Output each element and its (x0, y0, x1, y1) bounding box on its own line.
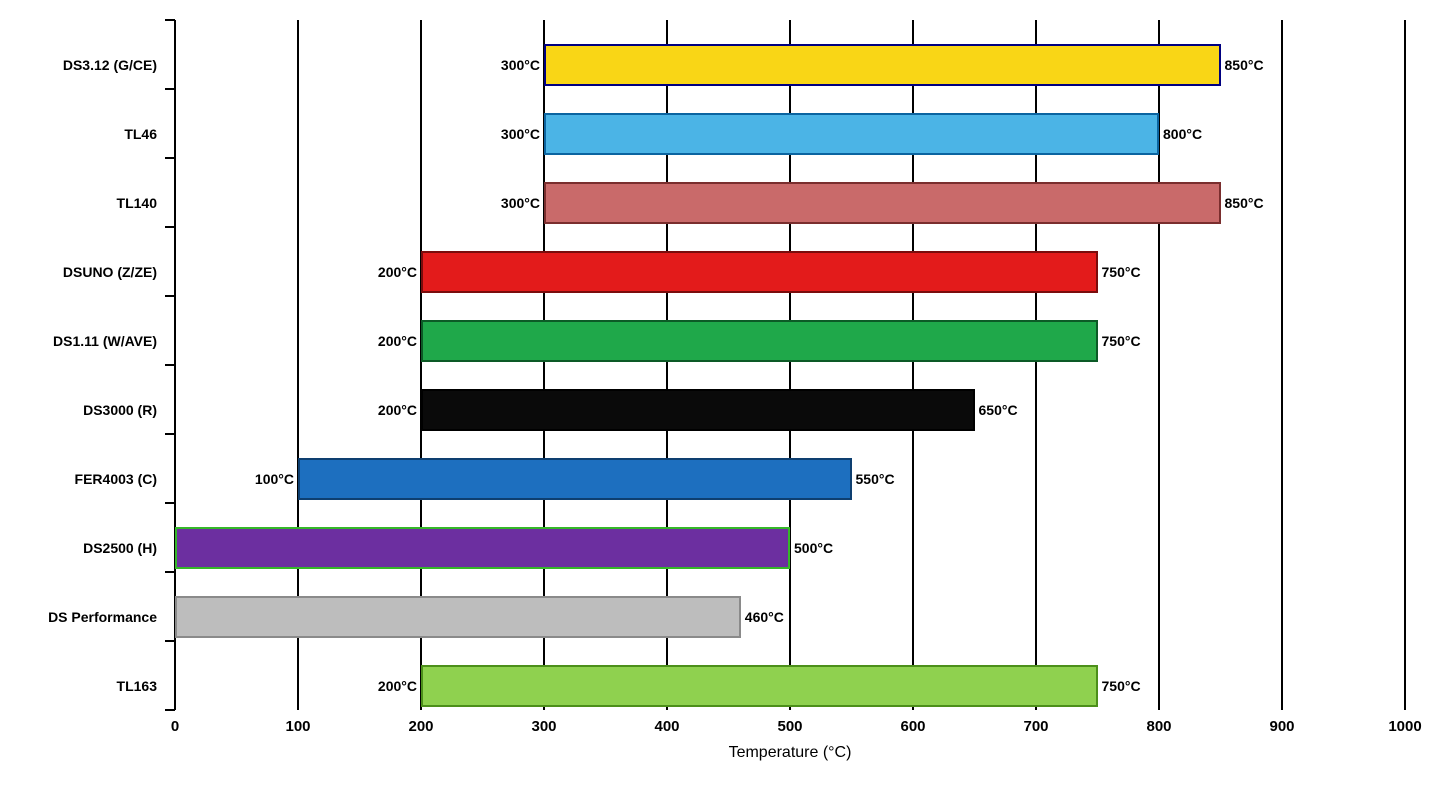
y-tick (165, 571, 175, 573)
bar-start-label: 300°C (501, 57, 540, 73)
bar-row: 300°C 800°C (175, 113, 1405, 155)
bar-end-label: 750°C (1102, 264, 1141, 280)
x-axis-title: Temperature (°C) (729, 744, 852, 762)
y-tick (165, 640, 175, 642)
range-bar: 200°C750°C (421, 251, 1098, 293)
x-tick-label: 100 (285, 718, 310, 735)
x-tick-label: 0 (171, 718, 179, 735)
x-tick-label: 800 (1146, 718, 1171, 735)
y-category-label: DS Performance (48, 609, 157, 625)
y-tick (165, 502, 175, 504)
range-bar: 300°C800°C (544, 113, 1159, 155)
y-tick (165, 226, 175, 228)
x-tick-label: 200 (408, 718, 433, 735)
bar-start-label: 200°C (378, 264, 417, 280)
bar-end-label: 850°C (1225, 195, 1264, 211)
y-tick (165, 709, 175, 711)
y-tick (165, 88, 175, 90)
bar-row: 200°C 750°C (175, 251, 1405, 293)
bar-end-label: 460°C (745, 609, 784, 625)
plot-area: 01002003004005006007008009001000DS3.12 (… (175, 20, 1405, 710)
bar-row: 200°C 750°C (175, 320, 1405, 362)
y-category-label: FER4003 (C) (75, 471, 157, 487)
range-bar: 300°C850°C (544, 44, 1221, 86)
bar-end-label: 750°C (1102, 333, 1141, 349)
y-category-label: TL46 (124, 126, 157, 142)
bar-end-label: 750°C (1102, 678, 1141, 694)
bar-end-label: 500°C (794, 540, 833, 556)
temperature-range-chart: 0 100 200 300 400 500 600 700 800 900 1000 DS3.12 (… (15, 15, 1430, 770)
bar-row: 200°C 750°C (175, 665, 1405, 707)
bar-end-label: 800°C (1163, 126, 1202, 142)
y-category-label: DS3.12 (G/CE) (63, 57, 157, 73)
y-category-label: DSUNO (Z/ZE) (63, 264, 157, 280)
bar-start-label: 200°C (378, 333, 417, 349)
y-tick (165, 433, 175, 435)
bar-row: 300°C 850°C (175, 182, 1405, 224)
y-category-label: DS2500 (H) (83, 540, 157, 556)
range-bar: 200°C750°C (421, 665, 1098, 707)
y-category-label: TL140 (117, 195, 157, 211)
y-tick (165, 157, 175, 159)
bar-row: 460°C (175, 596, 1405, 638)
x-tick-label: 300 (531, 718, 556, 735)
range-bar: 100°C550°C (298, 458, 852, 500)
bar-row: 300°C 850°C (175, 44, 1405, 86)
bar-start-label: 300°C (501, 195, 540, 211)
y-category-label: DS1.11 (W/AVE) (53, 333, 157, 349)
bar-row: 500°C (175, 527, 1405, 569)
bar-start-label: 200°C (378, 402, 417, 418)
range-bar: 500°C (175, 527, 790, 569)
bar-end-label: 850°C (1225, 57, 1264, 73)
bar-start-label: 200°C (378, 678, 417, 694)
range-bar: 460°C (175, 596, 741, 638)
x-tick-label: 500 (777, 718, 802, 735)
range-bar: 300°C850°C (544, 182, 1221, 224)
x-tick-label: 600 (900, 718, 925, 735)
y-tick (165, 19, 175, 21)
range-bar: 200°C750°C (421, 320, 1098, 362)
x-tick-label: 400 (654, 718, 679, 735)
y-category-label: DS3000 (R) (83, 402, 157, 418)
bar-row: 200°C 650°C (175, 389, 1405, 431)
y-tick (165, 295, 175, 297)
bar-start-label: 100°C (255, 471, 294, 487)
y-tick (165, 364, 175, 366)
y-category-label: TL163 (117, 678, 157, 694)
bar-start-label: 300°C (501, 126, 540, 142)
x-tick-label: 900 (1269, 718, 1294, 735)
range-bar: 200°C650°C (421, 389, 975, 431)
bar-end-label: 650°C (979, 402, 1018, 418)
bar-row: 100°C 550°C (175, 458, 1405, 500)
bar-end-label: 550°C (856, 471, 895, 487)
x-tick-label: 1000 (1388, 718, 1421, 735)
x-tick-label: 700 (1023, 718, 1048, 735)
